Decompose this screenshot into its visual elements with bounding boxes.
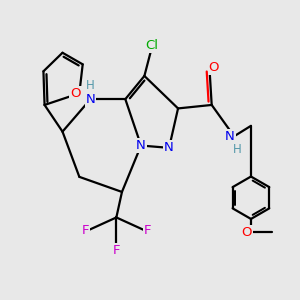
- Text: O: O: [208, 61, 219, 74]
- Text: F: F: [112, 244, 120, 257]
- Text: F: F: [82, 224, 89, 237]
- Text: O: O: [241, 226, 252, 239]
- Text: Cl: Cl: [146, 39, 159, 52]
- Text: F: F: [144, 224, 151, 237]
- Text: N: N: [225, 130, 235, 143]
- Text: O: O: [70, 87, 81, 100]
- Text: H: H: [233, 143, 242, 156]
- Text: N: N: [86, 93, 95, 106]
- Text: N: N: [164, 141, 174, 154]
- Text: H: H: [86, 80, 95, 92]
- Text: N: N: [136, 139, 146, 152]
